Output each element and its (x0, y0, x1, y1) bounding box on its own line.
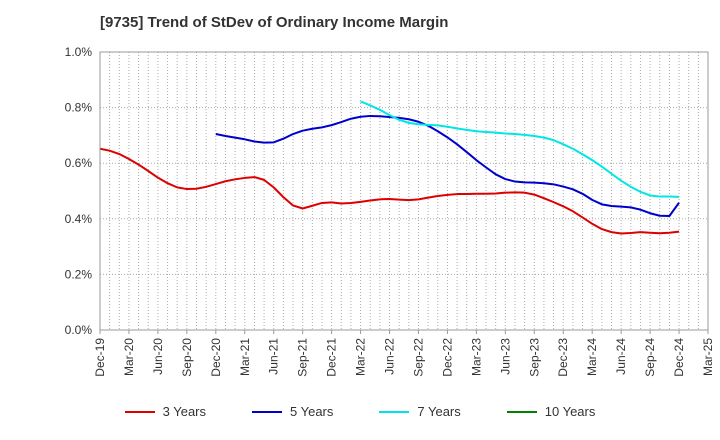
x-axis-ticks: Dec-19 Mar-20 Jun-20 Sep-20 Dec-20 Mar-21 Jun-… (93, 330, 715, 377)
x-tick-label: Dec-23 (556, 338, 570, 377)
legend-label: 3 Years (162, 404, 206, 419)
plot-area-frame (99, 51, 709, 331)
legend-swatch (506, 410, 537, 413)
x-tick-label: Jun-24 (614, 338, 628, 375)
legend-swatch (252, 410, 282, 413)
x-tick-label: Sep-21 (296, 338, 310, 377)
series-line-3-years (99, 147, 680, 235)
series-line-5-years (215, 114, 680, 218)
legend-label: 7 Years (417, 404, 461, 419)
x-tick-label: Mar-23 (469, 338, 483, 376)
x-tick-label: Sep-22 (411, 338, 425, 377)
x-tick-label: Dec-20 (209, 338, 223, 377)
x-tick-label: Dec-22 (440, 338, 454, 377)
x-tick-label: Dec-24 (672, 338, 686, 377)
legend-item: 7 Years (379, 404, 461, 419)
series-lines (99, 100, 680, 235)
legend: 3 Years 5 Years 7 Years 10 Years (0, 404, 720, 419)
x-tick-label: Dec-21 (325, 338, 339, 377)
x-tick-label: Mar-25 (701, 338, 715, 376)
x-tick-label: Mar-20 (122, 338, 136, 376)
grid (100, 52, 708, 330)
y-tick-label: 0.6% (65, 156, 93, 170)
legend-item: 3 Years (124, 404, 206, 419)
y-tick-label: 0.8% (65, 101, 93, 115)
legend-item: 10 Years (506, 404, 596, 419)
legend-label: 5 Years (290, 404, 334, 419)
y-tick-label: 0.0% (65, 323, 93, 337)
x-tick-label: Dec-19 (93, 338, 107, 377)
x-tick-label: Jun-21 (267, 338, 281, 375)
x-tick-label: Mar-22 (354, 338, 368, 376)
y-tick-label: 0.2% (65, 267, 93, 281)
x-tick-label: Mar-21 (238, 338, 252, 376)
legend-label: 10 Years (544, 404, 596, 419)
x-tick-label: Mar-24 (585, 338, 599, 376)
chart-title: [9735] Trend of StDev of Ordinary Income… (100, 14, 449, 31)
legend-item: 5 Years (252, 404, 333, 419)
legend-swatch (124, 410, 155, 413)
x-tick-label: Sep-24 (643, 338, 657, 377)
y-axis-ticks: 0.0% 0.2% 0.4% 0.6% 0.8% 1.0% (65, 45, 93, 337)
y-tick-label: 0.4% (65, 212, 93, 226)
y-tick-label: 1.0% (65, 45, 93, 59)
x-tick-label: Sep-20 (180, 338, 194, 377)
x-tick-label: Sep-23 (527, 338, 541, 377)
x-tick-label: Jun-20 (151, 338, 165, 375)
series-line-7-years (360, 100, 680, 198)
x-tick-label: Jun-23 (498, 338, 512, 375)
legend-swatch (379, 410, 410, 413)
x-tick-label: Jun-22 (383, 338, 397, 375)
